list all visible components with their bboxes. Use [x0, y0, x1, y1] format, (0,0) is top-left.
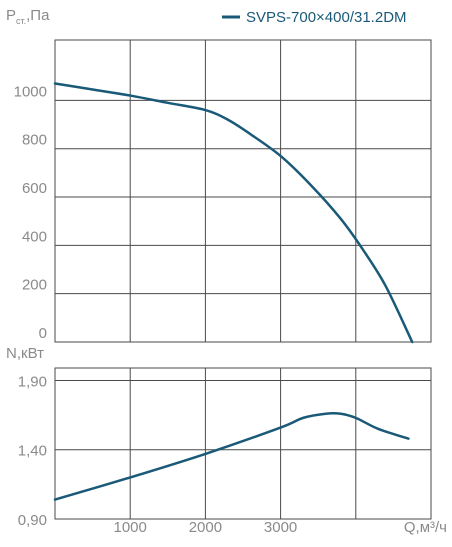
- x-ticks: 1000 2000 3000: [114, 519, 298, 536]
- pressure-y-tick-0: 0: [39, 325, 47, 342]
- flow-axis-label: Q,м³/ч: [404, 519, 447, 536]
- power-y-tick-2: 1,90: [18, 373, 47, 390]
- x-tick-2000: 2000: [189, 519, 222, 536]
- x-tick-1000: 1000: [114, 519, 147, 536]
- power-grid: [55, 368, 431, 519]
- pressure-axis-label: Pст.,Па: [6, 7, 50, 26]
- power-axis-label: N,кВт: [6, 345, 44, 362]
- power-plot-frame: [54, 367, 432, 520]
- pressure-y-ticks: 0 200 400 600 800 1000: [14, 83, 47, 342]
- pressure-y-tick-800: 800: [22, 132, 47, 149]
- power-y-tick-1: 1,40: [18, 443, 47, 460]
- pressure-y-tick-200: 200: [22, 277, 47, 294]
- power-y-tick-0: 0,90: [18, 512, 47, 529]
- pressure-plot-frame: [54, 39, 432, 343]
- legend-label: SVPS-700×400/31.2DM: [246, 9, 407, 26]
- pressure-y-tick-400: 400: [22, 228, 47, 245]
- x-tick-3000: 3000: [264, 519, 297, 536]
- power-y-ticks: 0,90 1,40 1,90: [18, 373, 47, 529]
- pressure-y-tick-1000: 1000: [14, 83, 47, 100]
- pressure-grid: [55, 40, 431, 342]
- pressure-y-tick-600: 600: [22, 180, 47, 197]
- pressure-curve: [53, 82, 414, 344]
- power-curve: [53, 411, 410, 501]
